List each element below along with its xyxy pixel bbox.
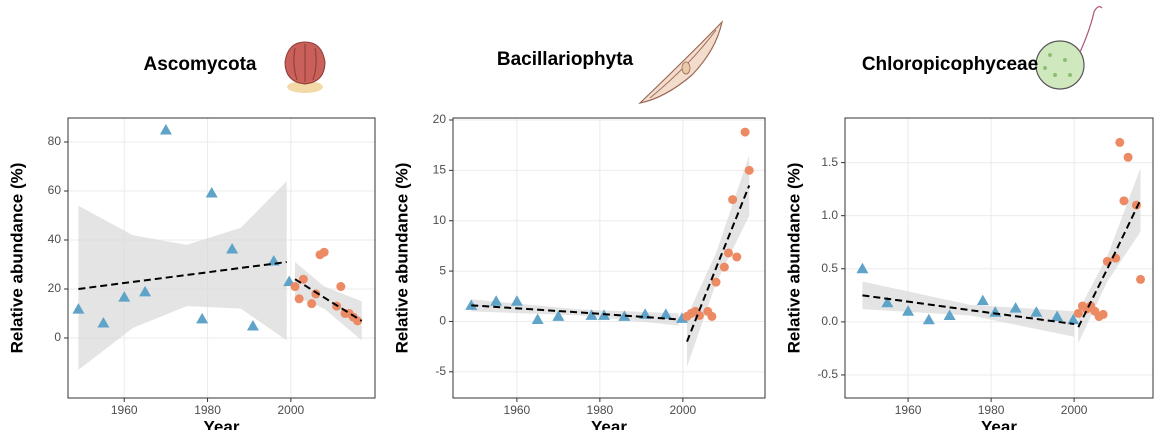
triangle-point <box>196 312 209 324</box>
circle-point <box>1123 152 1133 162</box>
y-tick-label: 0 <box>439 314 446 328</box>
circle-point <box>732 252 742 262</box>
circle-point <box>744 165 754 175</box>
x-axis-label: Year <box>204 417 240 430</box>
circle-point <box>711 277 721 287</box>
plot-frame <box>844 117 1154 399</box>
triangle-point <box>856 262 869 274</box>
trend-line <box>78 261 287 290</box>
x-tick-label: 2000 <box>669 403 696 417</box>
y-axis-label: Relative abundance (%) <box>784 163 803 354</box>
circle-point <box>1119 196 1129 206</box>
triangle-point <box>118 291 131 302</box>
y-tick-label: 80 <box>48 134 62 148</box>
y-tick-label: 40 <box>48 232 62 246</box>
x-tick-label: 1980 <box>587 403 614 417</box>
chart-title: Chloropicophyceae <box>862 54 1038 75</box>
triangle-point <box>659 308 672 319</box>
x-tick-label: 2000 <box>278 403 305 417</box>
x-tick-label: 1960 <box>111 403 138 417</box>
plot-background <box>453 118 765 398</box>
chart-title: Bacillariophyta <box>497 49 634 70</box>
y-tick-label: 5 <box>439 263 446 277</box>
y-axis-label: Relative abundance (%) <box>7 163 26 354</box>
triangle-point <box>205 186 218 198</box>
triangle-point <box>1030 306 1043 317</box>
trend-line <box>471 304 679 321</box>
circle-point <box>294 294 304 304</box>
trend-line <box>294 278 363 322</box>
triangle-point <box>510 295 523 306</box>
x-axis-label: Year <box>591 417 627 430</box>
trend-line <box>862 294 1075 325</box>
y-axis-label: Relative abundance (%) <box>392 163 411 354</box>
x-axis-label: Year <box>981 417 1017 430</box>
plot-frame <box>67 117 376 399</box>
x-tick-label: 1960 <box>895 403 922 417</box>
y-tick-label: 0 <box>54 330 61 344</box>
plot-background <box>845 118 1153 398</box>
triangle-point <box>552 310 565 321</box>
y-tick-label: 20 <box>48 281 62 295</box>
circle-point <box>290 282 300 292</box>
circle-point <box>1115 137 1125 147</box>
confidence-band <box>862 281 1075 337</box>
circle-point <box>298 274 308 284</box>
circle-point <box>719 262 729 272</box>
x-tick-label: 1960 <box>504 403 531 417</box>
triangle-point <box>618 310 631 321</box>
plot-frame <box>452 117 766 399</box>
icon-diatom <box>638 20 724 104</box>
y-tick-label: 0.0 <box>821 314 838 328</box>
triangle-point <box>881 296 894 308</box>
triangle-point <box>465 299 478 310</box>
y-tick-label: 1.0 <box>821 208 838 222</box>
triangle-point <box>943 309 956 320</box>
triangle-point <box>139 285 152 297</box>
circle-point <box>336 282 346 292</box>
y-tick-label: 0.5 <box>821 261 838 275</box>
triangle-point <box>1051 310 1064 322</box>
circle-point <box>319 247 329 257</box>
chart-title: Ascomycota <box>144 54 257 75</box>
y-tick-label: 15 <box>433 163 447 177</box>
triangle-point <box>902 305 915 316</box>
triangle-point <box>490 295 503 306</box>
circle-point <box>707 311 717 321</box>
y-tick-label: 20 <box>433 112 447 126</box>
triangle-point <box>226 243 239 254</box>
triangle-point <box>531 313 544 324</box>
triangle-point <box>922 313 935 325</box>
y-tick-label: 10 <box>433 213 447 227</box>
circle-point <box>353 316 363 326</box>
x-tick-label: 1980 <box>194 403 221 417</box>
circle-point <box>740 127 750 137</box>
y-tick-label: -0.5 <box>817 367 838 381</box>
triangle-point <box>159 124 172 135</box>
triangle-point <box>72 303 85 314</box>
x-tick-label: 1980 <box>978 403 1005 417</box>
trend-line <box>1077 199 1142 328</box>
circle-point <box>723 248 733 258</box>
circle-point <box>1073 308 1083 318</box>
confidence-band <box>1078 167 1141 344</box>
circle-point <box>1098 309 1108 319</box>
circle-point <box>1136 274 1146 284</box>
circle-point <box>307 299 317 309</box>
icon-fungus <box>284 41 326 93</box>
triangle-point <box>1067 313 1080 325</box>
y-tick-label: -5 <box>435 364 446 378</box>
circle-point <box>728 195 738 205</box>
x-tick-label: 2000 <box>1061 403 1088 417</box>
icon-algae <box>1035 6 1103 90</box>
triangle-point <box>976 294 989 306</box>
y-tick-label: 1.5 <box>821 155 838 169</box>
trend-line <box>686 185 751 342</box>
y-tick-label: 60 <box>48 183 62 197</box>
triangle-point <box>246 319 259 331</box>
triangle-point <box>97 317 110 328</box>
triangle-point <box>585 309 598 320</box>
triangle-point <box>1009 302 1022 313</box>
